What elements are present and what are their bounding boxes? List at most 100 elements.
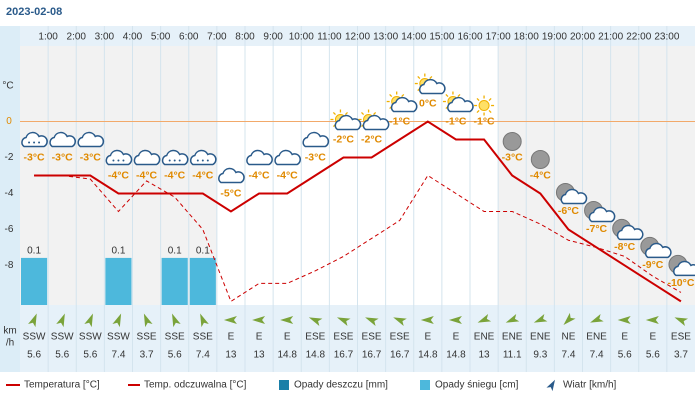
hour-label: 14:00	[401, 32, 426, 43]
moon	[502, 132, 522, 151]
hour-label: 10:00	[289, 32, 314, 43]
hour-label: 12:00	[345, 32, 370, 43]
wind-arrow	[308, 317, 323, 326]
sun-ray	[401, 93, 405, 98]
cloud	[418, 78, 446, 95]
hour-label: 23:00	[654, 32, 679, 43]
temperature-label: -4°C	[192, 169, 214, 181]
weather-icon	[530, 149, 550, 169]
wind-direction: ENE	[530, 332, 551, 343]
wind-arrow	[674, 317, 689, 326]
snowflake	[196, 159, 199, 162]
legend-swatch	[279, 380, 289, 390]
temperature-label: -5°C	[220, 187, 242, 199]
wind-speed: 16.7	[390, 350, 410, 361]
wind-arrow	[448, 316, 462, 324]
temperature-label: -6°C	[558, 205, 580, 217]
weather-icon	[330, 109, 362, 131]
cloud	[274, 149, 302, 166]
cloud	[302, 131, 330, 148]
wind-direction: SSE	[137, 332, 157, 343]
hour-label: 16:00	[457, 32, 482, 43]
wind-speed: 14.8	[418, 350, 438, 361]
temperature-label: -1°C	[445, 115, 467, 127]
wind-direction: E	[453, 332, 460, 343]
weather-icon	[274, 149, 302, 166]
snowflake	[168, 159, 171, 162]
weather-icon	[555, 182, 588, 205]
wind-direction: SSW	[79, 332, 102, 343]
temperature-label: -4°C	[530, 169, 552, 181]
weather-icon	[668, 254, 695, 277]
y-tick-label: 0	[6, 116, 12, 127]
wind-direction: E	[649, 332, 656, 343]
temperature-label: -4°C	[108, 169, 130, 181]
cloud	[390, 96, 418, 113]
moon	[530, 149, 550, 169]
cloud	[644, 242, 672, 259]
wind-speed: 13	[225, 350, 237, 361]
hour-label: 20:00	[570, 32, 595, 43]
wind-speed: 16.7	[334, 350, 354, 361]
wind-unit: km	[3, 326, 16, 337]
wind-arrow	[477, 314, 492, 323]
cloud	[560, 188, 588, 205]
wind-direction: ESE	[390, 332, 410, 343]
wind-arrow	[112, 313, 122, 328]
weather-icon	[302, 131, 330, 148]
hour-label: 18:00	[514, 32, 539, 43]
wind-arrow	[223, 316, 237, 324]
temperature-label: -1°C	[474, 115, 496, 127]
cloud	[673, 260, 695, 277]
cloud	[246, 149, 273, 166]
hour-label: 21:00	[598, 32, 623, 43]
precip-label: 0.1	[111, 246, 125, 257]
snowflake	[173, 159, 176, 162]
sun-ray	[344, 111, 348, 116]
legend-label: Temp. odczuwalna [°C]	[144, 380, 247, 391]
wind-direction: SSW	[23, 332, 46, 343]
wind-direction: ENE	[586, 332, 607, 343]
wind-arrow	[143, 313, 153, 328]
weather-icon	[21, 131, 48, 148]
cloud	[447, 96, 474, 113]
wind-arrow	[28, 313, 37, 328]
weather-icon	[584, 200, 616, 223]
weather-icon	[189, 149, 217, 166]
wind-speed: 16.7	[362, 350, 382, 361]
hour-label: 13:00	[373, 32, 398, 43]
wind-speed: 14.8	[277, 350, 297, 361]
wind-direction: E	[621, 332, 628, 343]
weather-icon	[474, 95, 495, 116]
hour-label: 8:00	[235, 32, 255, 43]
snowflake	[33, 141, 36, 144]
cloud	[616, 224, 644, 241]
y-tick-label: -6	[5, 224, 14, 235]
wind-speed: 7.4	[196, 350, 210, 361]
temperature-label: -4°C	[164, 169, 186, 181]
weather-icon	[358, 109, 390, 131]
sun-ray	[445, 93, 449, 98]
legend-label: Opady deszczu [mm]	[294, 380, 388, 391]
sun-ray	[373, 111, 377, 116]
cloud	[49, 131, 77, 148]
wind-speed: 13	[479, 350, 491, 361]
temperature-label: -9°C	[642, 259, 664, 271]
snowflake	[28, 141, 31, 144]
precip-bar	[161, 257, 188, 305]
wind-arrow	[617, 316, 631, 324]
sun-ray	[429, 76, 433, 80]
snowflake	[178, 159, 181, 162]
snowflake	[206, 159, 209, 162]
wind-direction: ESE	[671, 332, 691, 343]
cloud	[334, 114, 362, 131]
cloud	[362, 114, 390, 131]
legend-swatch	[546, 379, 555, 392]
wind-arrow	[56, 313, 65, 328]
wind-speed: 7.4	[590, 350, 604, 361]
temperature-label: -4°C	[249, 169, 271, 181]
hour-label: 6:00	[179, 32, 199, 43]
y-tick-label: -4	[5, 188, 14, 199]
precip-label: 0.1	[168, 246, 182, 257]
